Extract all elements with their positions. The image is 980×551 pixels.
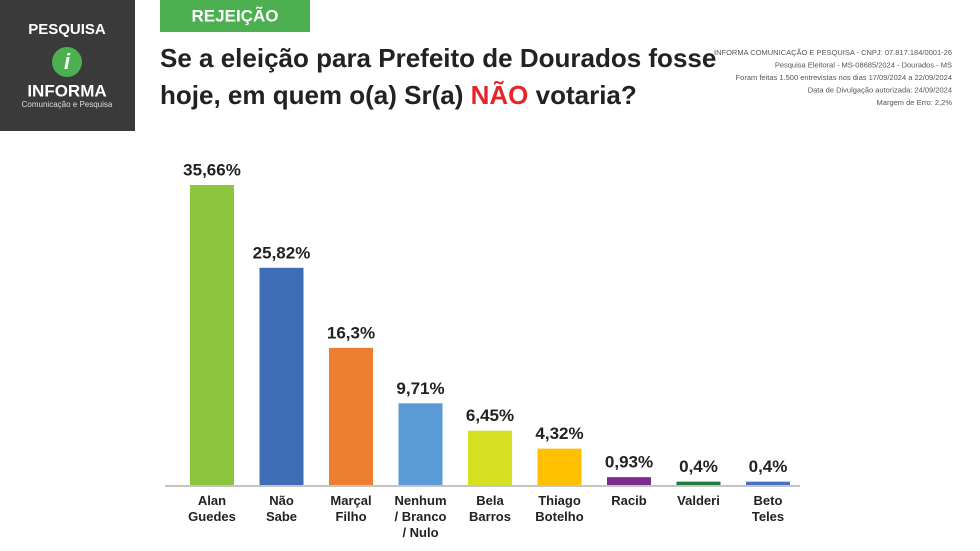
value-label: 6,45% <box>466 406 514 425</box>
note-line: Pesquisa Eleitoral - MS-08685/2024 - Dou… <box>775 60 952 69</box>
x-tick-label-line: Botelho <box>535 509 583 524</box>
title-part: NÃO <box>471 80 529 110</box>
title-part: Se a eleição para Prefeito de Dourados f… <box>160 43 716 73</box>
x-tick-label: Não Sabe <box>266 493 297 524</box>
x-tick-label-line: Sabe <box>266 509 297 524</box>
value-label: 9,71% <box>396 379 444 398</box>
logo-sub: Comunicação e Pesquisa <box>22 100 113 109</box>
x-tick-label: Thiago Botelho <box>535 493 583 524</box>
bar <box>190 185 234 485</box>
value-label: 4,32% <box>535 424 583 443</box>
logo-icon-letter: i <box>64 49 71 74</box>
x-tick-label-line: Não <box>269 493 294 508</box>
bar <box>468 430 512 485</box>
x-tick-label-line: Alan <box>198 493 226 508</box>
value-label: 35,66% <box>183 160 241 179</box>
tag-banner <box>160 0 310 32</box>
value-label: 0,93% <box>605 453 653 472</box>
logo-top: PESQUISA <box>28 21 106 38</box>
x-tick-label-line: Beto <box>754 493 783 508</box>
title-part: votaria? <box>528 80 636 110</box>
bar <box>746 481 790 485</box>
x-tick-label-line: Marçal <box>330 493 371 508</box>
x-tick-label: Bela Barros <box>469 493 511 524</box>
x-tick-label-line: Filho <box>335 509 366 524</box>
bar <box>676 481 721 485</box>
tag: REJEIÇÃO <box>192 5 279 25</box>
x-tick-label: Marçal Filho <box>330 493 371 524</box>
x-tick-label-line: Teles <box>752 509 784 524</box>
x-tick-label-line: Thiago <box>538 493 581 508</box>
x-tick-label-line: Racib <box>611 493 646 508</box>
bar <box>398 403 443 485</box>
chart-title: hoje, em quem o(a) Sr(a) NÃO votaria? <box>160 80 637 110</box>
logo-name: INFORMA <box>27 81 106 100</box>
bar <box>537 448 582 485</box>
x-tick-label-line: / Branco <box>394 509 446 524</box>
x-tick-label-line: / Nulo <box>402 525 438 540</box>
note-line: Foram feitas 1.500 entrevistas nos dias … <box>736 73 952 82</box>
x-tick-label: Valderi <box>677 493 720 508</box>
x-tick-label-line: Barros <box>469 509 511 524</box>
title-part: hoje, em quem o(a) Sr(a) <box>160 80 471 110</box>
chart-title: Se a eleição para Prefeito de Dourados f… <box>160 43 716 73</box>
note-line: Margem de Erro: 2,2% <box>877 98 953 107</box>
x-tick-label-line: Guedes <box>188 509 236 524</box>
bar <box>607 477 651 485</box>
x-tick-label-line: Nenhum <box>395 493 447 508</box>
bar <box>329 347 373 485</box>
x-tick-label: Beto Teles <box>752 493 784 524</box>
x-tick-label: Alan Guedes <box>188 493 236 524</box>
bar <box>259 267 304 485</box>
value-label: 0,4% <box>679 457 718 476</box>
x-tick-label: Racib <box>611 493 646 508</box>
logo-icon <box>52 47 82 77</box>
x-tick-label: Nenhum / Branco / Nulo <box>394 493 446 540</box>
value-label: 25,82% <box>253 243 311 262</box>
value-label: 0,4% <box>749 457 788 476</box>
note-line: INFORMA COMUNICAÇÃO E PESQUISA - CNPJ: 0… <box>714 48 952 57</box>
x-tick-label-line: Valderi <box>677 493 720 508</box>
value-label: 16,3% <box>327 323 375 342</box>
note-line: Data de Divulgação autorizada: 24/09/202… <box>808 85 952 94</box>
x-tick-label-line: Bela <box>476 493 504 508</box>
